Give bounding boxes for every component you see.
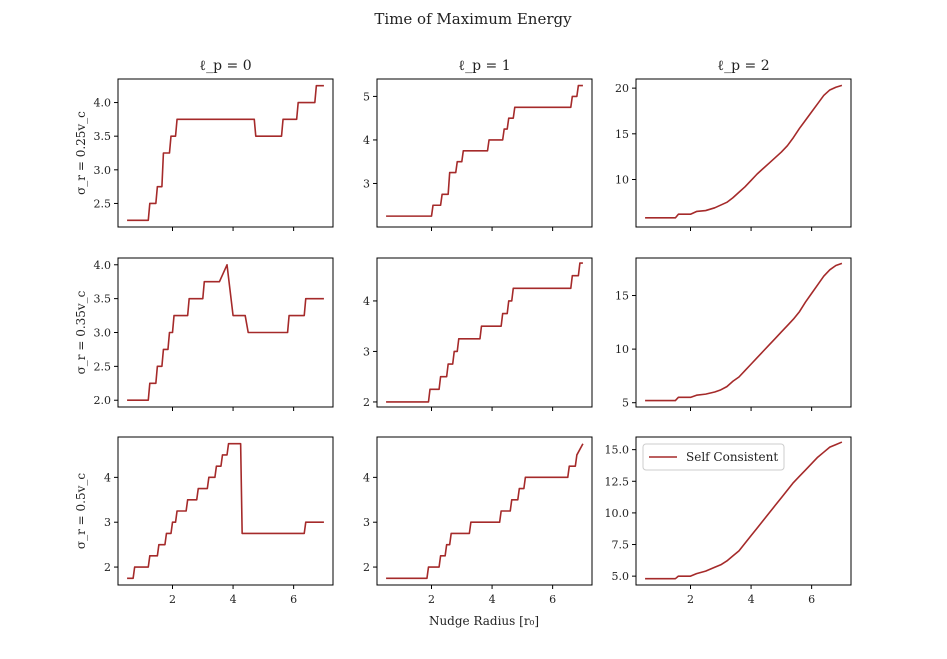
y-tick-label: 10 [615,343,629,356]
axes-frame [635,257,852,408]
y-tick-label: 2.0 [94,394,112,407]
series-line [127,263,324,402]
y-tick-label: 3.5 [94,293,112,306]
axes-frame [635,78,852,228]
y-tick-label: 4.0 [94,259,112,272]
subplot-r1-c1: 2 3 4 [363,257,593,411]
subplot-grid: ℓ_p = 0 ℓ_p = 1 ℓ_p = 2 σ_r = 0.25v_c σ_r = … [74,58,852,606]
series-line [386,443,584,580]
y-tick-label: 3.0 [94,327,112,340]
subplot-r0-c0: 2.5 3.0 3.5 4.0 [94,78,334,231]
y-tick-label: 2 [363,561,370,574]
y-tick-label: 4 [363,295,370,308]
y-tick-label: 3 [363,345,370,358]
x-tick-label: 6 [549,593,556,606]
series-line [645,262,843,402]
y-tick-label: 15 [615,290,629,303]
subplot-r1-c0: 2.0 2.5 3.0 3.5 4.0 [94,257,334,411]
row-label: σ_r = 0.5v_c [74,473,88,549]
y-tick-label: 2 [363,396,370,409]
axes-frame [635,436,852,586]
y-tick-label: 15.0 [605,444,630,457]
y-tick-label: 20 [615,82,629,95]
x-tick-label: 2 [687,593,694,606]
y-tick-label: 3 [363,177,370,190]
y-tick-label: 7.5 [612,539,630,552]
legend-box [642,443,785,471]
column-title: ℓ_p = 0 [199,58,251,74]
row-label: σ_r = 0.25v_c [74,111,88,195]
subplot-r1-c2: 5 10 15 [615,257,852,411]
series-line [386,262,583,403]
y-tick-label: 3.5 [94,130,112,143]
y-tick-label: 10.0 [605,507,630,520]
y-tick-label: 4.0 [94,97,112,110]
axes-frame [117,436,334,586]
axes-frame [376,78,593,228]
y-tick-label: 5 [363,90,370,103]
row-label: σ_r = 0.35v_c [74,290,88,374]
series-line [127,84,324,222]
column-title: ℓ_p = 1 [458,58,510,74]
y-tick-label: 12.5 [605,475,630,488]
subplot-r0-c2: 10 15 20 [615,78,852,231]
legend-label: Self Consistent [686,450,778,464]
y-tick-label: 3.0 [94,164,112,177]
axes-frame [376,257,593,408]
x-tick-label: 6 [290,593,297,606]
y-tick-label: 3 [104,516,111,529]
y-tick-label: 4 [363,134,370,147]
subplot-r2-c2: 5.0 7.5 10.0 12.5 15.0 2 4 6 Self Consistent [605,436,852,606]
series-line [127,442,324,580]
series-line [645,84,843,219]
x-tick-label: 4 [489,593,496,606]
legend: Self Consistent [642,443,785,471]
axes-frame [376,436,593,586]
subplot-r2-c1: 2 3 4 2 4 6 [363,436,593,606]
x-axis-label: Nudge Radius [r₀] [429,614,539,628]
y-tick-label: 2.5 [94,360,112,373]
x-tick-label: 6 [808,593,815,606]
axes-frame [117,78,334,228]
y-tick-label: 5 [622,397,629,410]
subplot-r0-c1: 3 4 5 [363,78,593,231]
series-line [386,84,583,217]
figure-title: Time of Maximum Energy [374,10,572,28]
subplot-r2-c0: 2 3 4 2 4 6 [104,436,334,606]
series-line [645,441,843,580]
x-tick-label: 4 [748,593,755,606]
y-tick-label: 5.0 [612,570,630,583]
y-tick-label: 2 [104,561,111,574]
y-tick-label: 3 [363,516,370,529]
x-tick-label: 4 [230,593,237,606]
y-tick-label: 4 [104,471,111,484]
y-tick-label: 15 [615,128,629,141]
column-title: ℓ_p = 2 [717,58,769,74]
y-tick-label: 2.5 [94,197,112,210]
x-tick-label: 2 [169,593,176,606]
y-tick-label: 10 [615,173,629,186]
y-tick-label: 4 [363,471,370,484]
x-tick-label: 2 [428,593,435,606]
